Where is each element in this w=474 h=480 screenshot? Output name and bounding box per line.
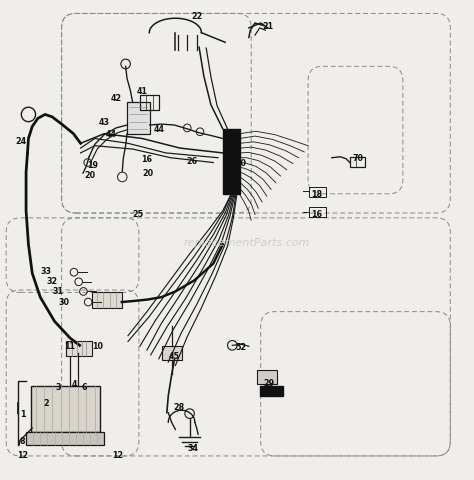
- Text: 20: 20: [142, 168, 154, 177]
- Text: 12: 12: [17, 451, 28, 459]
- Bar: [257, 371, 277, 384]
- Text: 18: 18: [311, 190, 322, 199]
- Text: 20: 20: [84, 171, 96, 180]
- Text: 44: 44: [153, 125, 164, 134]
- Text: 1: 1: [20, 409, 26, 418]
- Text: 26: 26: [186, 156, 198, 165]
- Polygon shape: [260, 386, 283, 396]
- Bar: [309, 187, 326, 198]
- Text: 16: 16: [311, 209, 322, 218]
- Text: 40: 40: [235, 159, 246, 168]
- Text: 70: 70: [352, 154, 364, 163]
- Text: 34: 34: [188, 443, 199, 452]
- Bar: [26, 432, 104, 445]
- Text: 52: 52: [235, 342, 246, 351]
- Text: 41: 41: [137, 87, 148, 96]
- Text: replacementParts.com: replacementParts.com: [183, 238, 310, 247]
- Text: 12: 12: [112, 451, 123, 459]
- Bar: [309, 207, 326, 218]
- Text: 22: 22: [191, 12, 202, 21]
- Text: 45: 45: [169, 352, 180, 360]
- Bar: [140, 96, 159, 110]
- Bar: [31, 386, 100, 432]
- Text: 3: 3: [55, 382, 61, 391]
- Bar: [92, 293, 122, 308]
- Text: 10: 10: [91, 341, 103, 350]
- Text: 8: 8: [20, 436, 26, 445]
- Text: 11: 11: [64, 341, 76, 350]
- Text: 44: 44: [106, 130, 117, 139]
- Text: 24: 24: [16, 137, 27, 146]
- Text: 28: 28: [173, 403, 185, 411]
- Text: 32: 32: [46, 276, 58, 285]
- Bar: [66, 341, 92, 356]
- Text: 16: 16: [141, 155, 153, 164]
- Bar: [350, 157, 365, 168]
- Text: 29: 29: [264, 379, 275, 387]
- Text: 6: 6: [82, 382, 87, 391]
- Text: 2: 2: [44, 398, 49, 407]
- Bar: [162, 347, 182, 360]
- Text: 21: 21: [262, 22, 273, 31]
- Text: 4: 4: [72, 380, 78, 388]
- Text: 31: 31: [52, 286, 64, 295]
- Polygon shape: [223, 130, 240, 194]
- Text: 30: 30: [58, 297, 70, 306]
- Text: 43: 43: [99, 118, 110, 127]
- Text: 33: 33: [41, 267, 52, 276]
- Bar: [127, 103, 150, 134]
- Text: 25: 25: [132, 209, 143, 218]
- Text: 19: 19: [87, 161, 98, 170]
- Text: 42: 42: [110, 94, 122, 103]
